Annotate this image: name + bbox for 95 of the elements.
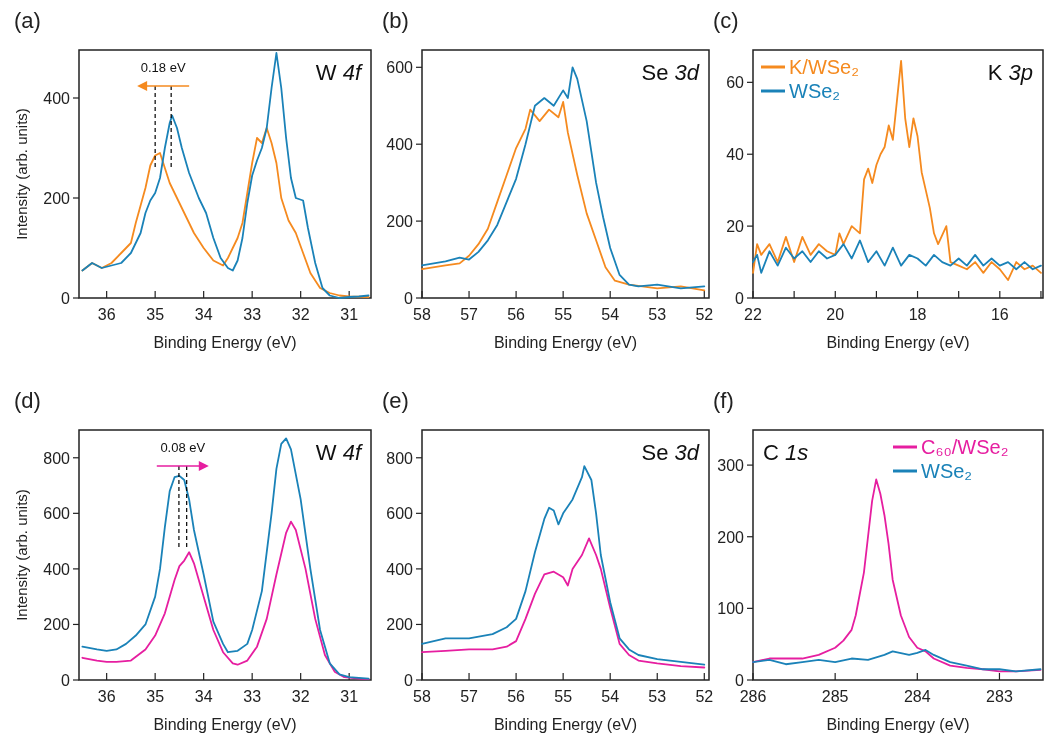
- chart-title: (f): [713, 388, 734, 413]
- x-axis-title: Binding Energy (eV): [826, 716, 970, 733]
- x-tick-label: 33: [243, 688, 262, 705]
- x-tick-label: 56: [507, 306, 526, 323]
- y-tick-label: 200: [717, 528, 745, 546]
- x-tick-label: 16: [990, 306, 1009, 323]
- x-tick-label: 54: [601, 306, 620, 323]
- x-tick-label: 36: [97, 306, 116, 323]
- y-tick-label: 60: [726, 74, 745, 92]
- y-tick-label: 300: [717, 457, 745, 475]
- annotation: Se 3d: [641, 60, 700, 85]
- y-tick-label: 400: [43, 90, 71, 107]
- x-tick-label: 32: [291, 688, 310, 705]
- y-tick-label: 200: [43, 190, 71, 207]
- annotation: K 3p: [987, 60, 1033, 85]
- chart-title: (d): [14, 388, 41, 413]
- y-axis-title: Intensity (arb. units): [13, 489, 30, 621]
- legend-label: WSe₂: [921, 460, 973, 482]
- line-series: [421, 101, 706, 292]
- y-tick-label: 20: [726, 218, 745, 236]
- legend-label: WSe₂: [789, 80, 841, 102]
- annotation: W 4f: [315, 440, 364, 465]
- x-tick-label: 57: [460, 688, 479, 705]
- y-tick-label: 0: [61, 290, 71, 307]
- y-tick-label: 600: [386, 59, 414, 77]
- y-tick-label: 400: [386, 136, 414, 154]
- y-axis-title: Intensity (arb. units): [13, 108, 30, 240]
- x-axis-title: Binding Energy (eV): [493, 716, 638, 733]
- y-tick-label: 0: [61, 672, 71, 689]
- line-series: [421, 537, 706, 669]
- x-tick-label: 55: [554, 306, 573, 323]
- y-tick-label: 400: [43, 560, 71, 578]
- x-tick-label: 31: [340, 306, 359, 323]
- x-tick-label: 284: [903, 688, 931, 705]
- y-tick-label: 40: [726, 146, 745, 164]
- x-tick-label: 53: [648, 688, 667, 705]
- x-tick-label: 32: [291, 306, 310, 323]
- x-tick-label: 36: [97, 688, 116, 705]
- x-tick-label: 33: [243, 306, 262, 323]
- x-tick-label: 57: [460, 306, 479, 323]
- line-series: [81, 52, 370, 299]
- chart-title: (a): [14, 8, 41, 33]
- line-series: [81, 520, 370, 681]
- x-axis-title: Binding Energy (eV): [153, 716, 297, 733]
- line-series: [752, 649, 1042, 673]
- y-tick-label: 100: [717, 600, 745, 618]
- line-series: [421, 465, 706, 666]
- x-axis-title: Binding Energy (eV): [153, 334, 297, 351]
- chart-title: (e): [382, 388, 409, 413]
- x-axis-title: Binding Energy (eV): [826, 334, 970, 351]
- x-tick-label: 20: [826, 306, 845, 323]
- x-tick-label: 58: [413, 306, 431, 323]
- x-tick-label: 52: [695, 688, 714, 705]
- y-tick-label: 0: [404, 290, 414, 307]
- y-tick-label: 600: [43, 505, 71, 523]
- y-tick-label: 800: [43, 449, 71, 467]
- x-tick-label: 56: [507, 688, 526, 705]
- x-tick-label: 22: [744, 306, 762, 323]
- y-tick-label: 0: [735, 290, 745, 307]
- x-tick-label: 31: [340, 688, 359, 705]
- annotation: Se 3d: [641, 440, 700, 465]
- x-tick-label: 35: [146, 306, 165, 323]
- x-tick-label: 52: [695, 306, 714, 323]
- x-tick-label: 53: [648, 306, 667, 323]
- x-tick-label: 286: [739, 688, 767, 705]
- annotation: 0.18 eV: [140, 60, 186, 75]
- y-tick-label: 800: [386, 449, 414, 467]
- x-tick-label: 18: [908, 306, 927, 323]
- y-tick-label: 0: [404, 672, 414, 689]
- y-tick-label: 400: [386, 560, 414, 578]
- y-tick-label: 200: [43, 616, 71, 634]
- x-tick-label: 55: [554, 688, 573, 705]
- line-series: [421, 66, 706, 290]
- line-series: [81, 437, 370, 680]
- x-tick-label: 34: [194, 306, 213, 323]
- x-axis-title: Binding Energy (eV): [493, 334, 638, 351]
- annotation: 0.08 eV: [160, 440, 206, 455]
- y-tick-label: 0: [735, 672, 745, 689]
- y-tick-label: 600: [386, 505, 414, 523]
- line-series: [752, 59, 1042, 281]
- x-tick-label: 58: [413, 688, 431, 705]
- x-tick-label: 35: [146, 688, 165, 705]
- chart-title: (c): [713, 8, 739, 33]
- line-series: [752, 239, 1042, 274]
- annotation: C 1s: [763, 440, 809, 465]
- y-tick-label: 200: [386, 213, 414, 231]
- legend-label: C₆₀/WSe₂: [921, 436, 1009, 458]
- x-tick-label: 285: [821, 688, 849, 705]
- x-tick-label: 283: [986, 688, 1013, 705]
- x-tick-label: 54: [601, 688, 620, 705]
- annotation: W 4f: [315, 60, 364, 85]
- y-tick-label: 200: [386, 616, 414, 634]
- x-tick-label: 34: [194, 688, 213, 705]
- chart-title: (b): [382, 8, 409, 33]
- legend-label: K/WSe₂: [789, 56, 859, 78]
